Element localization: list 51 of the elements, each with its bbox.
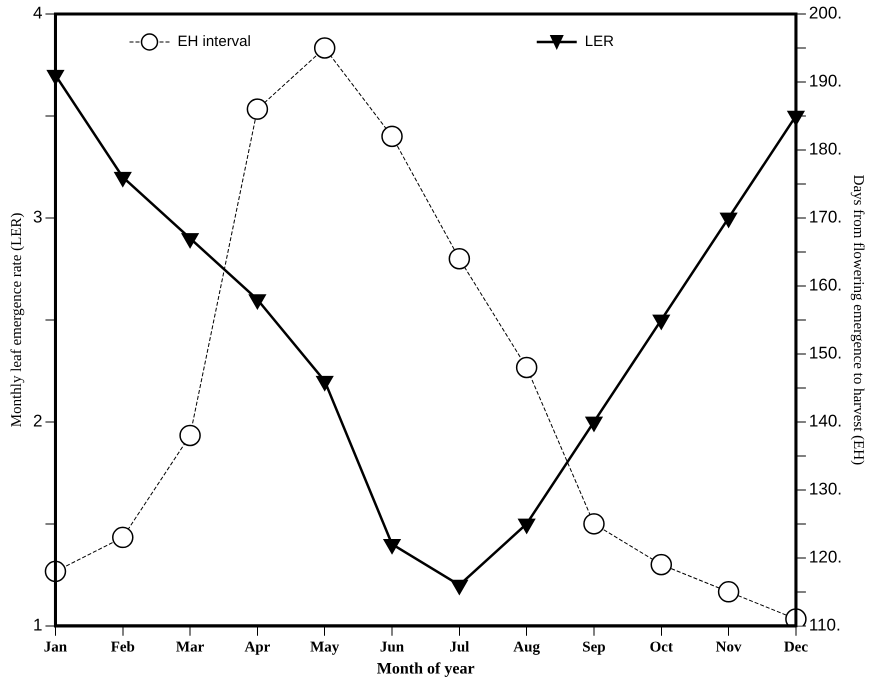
point bbox=[585, 416, 603, 432]
x-tick-label: Jun bbox=[380, 640, 405, 656]
point bbox=[720, 212, 738, 228]
point bbox=[248, 294, 266, 310]
y-tick-label: 4 bbox=[32, 4, 42, 23]
y2-tick-label: 150. bbox=[808, 344, 842, 363]
x-tick-label: Apr bbox=[244, 640, 271, 656]
y2-tick-label: 110. bbox=[808, 615, 841, 634]
y2-tick-label: 170. bbox=[808, 208, 842, 227]
x-tick-label: Sep bbox=[582, 640, 606, 656]
point bbox=[448, 248, 470, 270]
x-tick-label: Mar bbox=[176, 640, 205, 656]
point bbox=[518, 518, 536, 534]
point bbox=[314, 37, 336, 59]
x-axis-title: Month of year bbox=[376, 660, 475, 678]
point bbox=[516, 356, 538, 378]
y-axis-title: Monthly leaf emergence rate (LER) bbox=[8, 212, 25, 428]
y-tick-label: 3 bbox=[32, 208, 42, 227]
y2-tick-label: 180. bbox=[808, 140, 842, 159]
legend-label: LER bbox=[584, 33, 614, 50]
x-tick-label: Jan bbox=[44, 640, 68, 656]
y-tick-label: 1 bbox=[32, 615, 42, 634]
y2-tick-label: 160. bbox=[808, 276, 842, 295]
point bbox=[650, 554, 672, 576]
point bbox=[718, 581, 740, 603]
point bbox=[316, 376, 334, 391]
y2-axis-title: Days from flowering emergence to harvest (EH) bbox=[850, 174, 866, 466]
point bbox=[179, 424, 201, 446]
x-tick-label: Oct bbox=[650, 640, 673, 656]
x-tick-label: Nov bbox=[716, 640, 742, 656]
point bbox=[246, 98, 268, 120]
x-tick-label: Jul bbox=[449, 640, 470, 656]
legend-label: EH interval bbox=[178, 33, 251, 50]
point bbox=[112, 526, 134, 548]
point bbox=[583, 513, 605, 535]
point bbox=[182, 233, 199, 248]
y2-tick-label: 190. bbox=[808, 72, 842, 91]
y2-tick-label: 130. bbox=[808, 480, 842, 499]
y-tick-label: 2 bbox=[32, 412, 42, 431]
y2-tick-label: 200. bbox=[808, 4, 842, 23]
y2-tick-label: 140. bbox=[808, 412, 842, 431]
x-tick-label: Dec bbox=[784, 640, 808, 656]
x-tick-label: Aug bbox=[513, 640, 540, 656]
point bbox=[450, 580, 468, 595]
y2-tick-label: 120. bbox=[808, 548, 842, 567]
point bbox=[652, 314, 670, 330]
point bbox=[381, 126, 403, 148]
point bbox=[114, 172, 132, 187]
x-tick-label: May bbox=[310, 640, 340, 656]
x-tick-label: Feb bbox=[110, 640, 135, 656]
point bbox=[383, 538, 401, 554]
